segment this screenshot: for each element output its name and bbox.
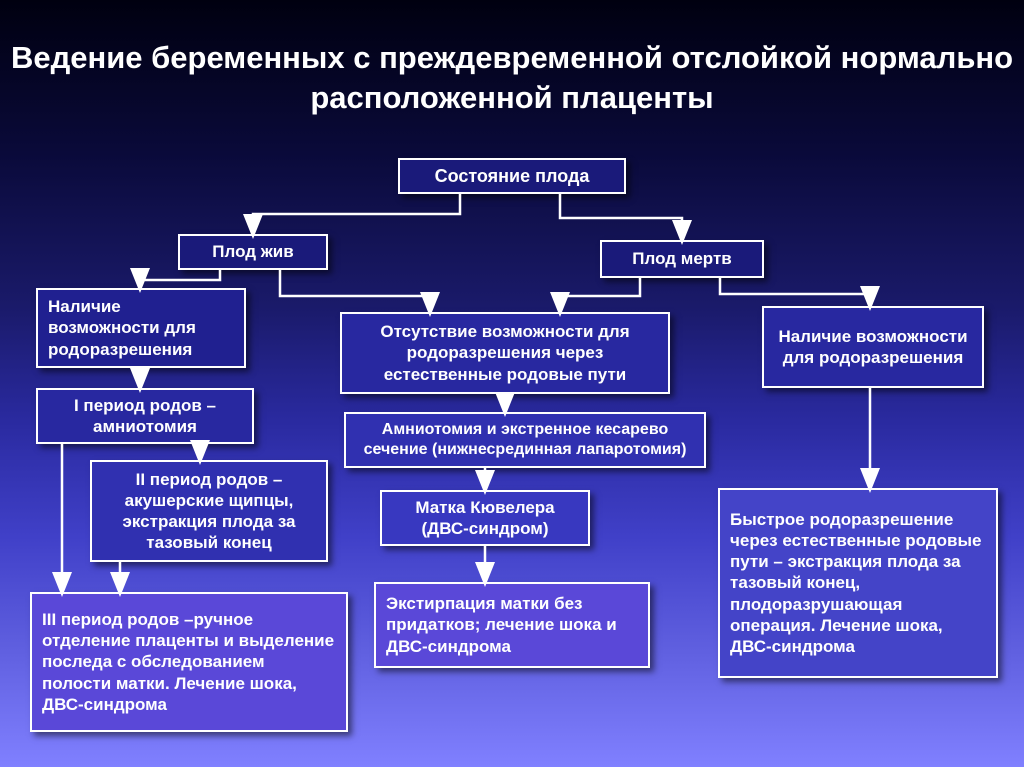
- node-n1: Наличие возможности для родоразрешения: [36, 288, 246, 368]
- edge-root-alive: [253, 194, 460, 234]
- edge-alive-n2: [280, 270, 430, 312]
- slide-title: Ведение беременных с преждевременной отс…: [0, 38, 1024, 119]
- node-alive: Плод жив: [178, 234, 328, 270]
- edge-alive-n1: [140, 270, 220, 288]
- node-n10: Быстрое родоразрешение через естественны…: [718, 488, 998, 678]
- node-n9: Экстирпация матки без придатков; лечение…: [374, 582, 650, 668]
- edge-root-dead: [560, 194, 682, 240]
- node-n5: II период родов – акушерские щипцы, экст…: [90, 460, 328, 562]
- node-dead: Плод мертв: [600, 240, 764, 278]
- node-n4: I период родов – амниотомия: [36, 388, 254, 444]
- node-n8: III период родов –ручное отделение плаце…: [30, 592, 348, 732]
- node-root: Состояние плода: [398, 158, 626, 194]
- edge-dead-n2: [560, 278, 640, 312]
- node-n6: Амниотомия и экстренное кесарево сечение…: [344, 412, 706, 468]
- node-n2: Отсутствие возможности для родоразрешени…: [340, 312, 670, 394]
- node-n7: Матка Кювелера (ДВС-синдром): [380, 490, 590, 546]
- edge-dead-n3: [720, 278, 870, 306]
- node-n3: Наличие возможности для родоразрешения: [762, 306, 984, 388]
